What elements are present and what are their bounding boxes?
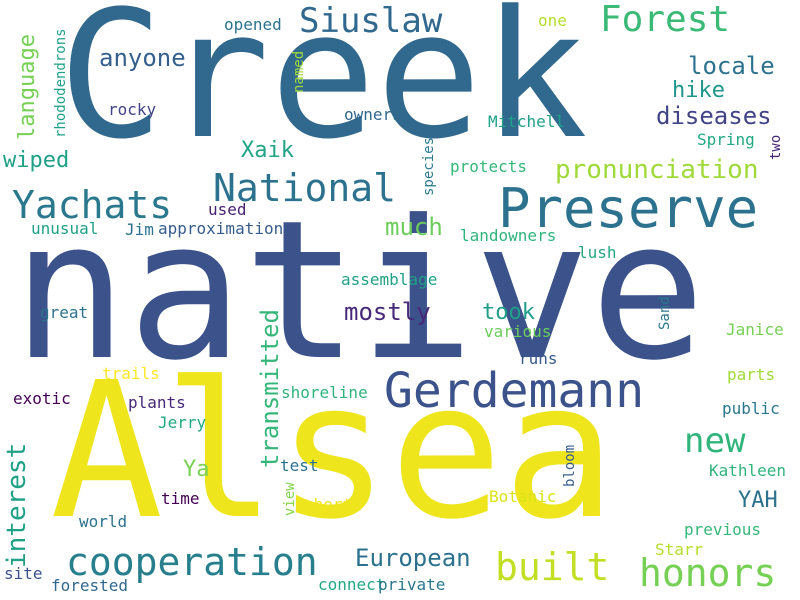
word-took: took bbox=[482, 300, 535, 325]
word-trails: trails bbox=[102, 364, 160, 383]
word-species: species bbox=[421, 136, 437, 196]
word-used: used bbox=[208, 200, 247, 219]
word-protects: protects bbox=[450, 157, 528, 176]
word-yah: YAH bbox=[738, 488, 778, 513]
word-parts: parts bbox=[727, 365, 776, 384]
word-built: built bbox=[495, 545, 610, 589]
word-two: two bbox=[768, 134, 784, 160]
word-honors: honors bbox=[639, 551, 777, 595]
word-jerry: Jerry bbox=[158, 413, 207, 432]
word-cooperation: cooperation bbox=[66, 540, 318, 584]
word-one: one bbox=[538, 11, 567, 30]
word-rhododendrons: rhododendrons bbox=[53, 28, 69, 138]
word-language: language bbox=[15, 34, 40, 140]
word-assemblage: assemblage bbox=[341, 270, 438, 289]
word-botanic: Botanic bbox=[489, 487, 557, 506]
word-world: world bbox=[79, 512, 128, 531]
word-preserve: Preserve bbox=[498, 177, 759, 240]
word-yachats: Yachats bbox=[12, 183, 173, 227]
word-rocky: rocky bbox=[108, 100, 157, 119]
word-shoreline: shoreline bbox=[281, 383, 368, 402]
word-native: native bbox=[12, 180, 706, 403]
word-mitchell: Mitchell bbox=[488, 112, 566, 131]
word-kathleen: Kathleen bbox=[709, 461, 787, 480]
word-anyone: anyone bbox=[99, 44, 186, 72]
word-new: new bbox=[684, 421, 746, 461]
word-creek: Creek bbox=[58, 0, 588, 178]
word-great: great bbox=[40, 303, 89, 322]
word-previous: previous bbox=[684, 520, 762, 539]
word-site: site bbox=[4, 564, 43, 583]
word-opened: opened bbox=[224, 15, 282, 34]
word-wiped: wiped bbox=[3, 148, 70, 173]
word-connect: connect bbox=[318, 575, 386, 594]
word-various: various bbox=[484, 322, 552, 341]
word-ya: Ya bbox=[183, 457, 210, 482]
word-plants: plants bbox=[128, 393, 186, 412]
word-diseases: diseases bbox=[656, 102, 772, 130]
word-interest: interest bbox=[2, 442, 32, 568]
word-janice: Janice bbox=[726, 320, 784, 339]
word-view: view bbox=[282, 482, 298, 516]
word-private: private bbox=[378, 575, 446, 594]
word-alsea: Alsea bbox=[50, 342, 616, 561]
word-spring: Spring bbox=[697, 130, 755, 149]
word-lush: lush bbox=[578, 243, 617, 262]
word-jim: Jim bbox=[125, 220, 154, 239]
word-starr: Starr bbox=[655, 540, 704, 559]
word-siuslaw: Siuslaw bbox=[299, 1, 443, 41]
word-hike: hike bbox=[672, 78, 725, 103]
word-forest: Forest bbox=[600, 0, 731, 40]
word-time: time bbox=[161, 489, 200, 508]
word-test: test bbox=[280, 456, 319, 475]
word-much: much bbox=[385, 213, 443, 241]
word-landowners: landowners bbox=[460, 226, 557, 245]
word-approximation: approximation bbox=[158, 219, 284, 238]
word-unusual: unusual bbox=[31, 219, 99, 238]
word-european: European bbox=[355, 544, 471, 572]
word-locale: locale bbox=[688, 52, 775, 80]
word-public: public bbox=[722, 399, 780, 418]
word-owners: owners bbox=[344, 105, 402, 124]
word-national: National bbox=[213, 166, 397, 210]
word-short: short bbox=[304, 495, 353, 514]
word-mostly: mostly bbox=[344, 298, 431, 326]
word-xaik: Xaik bbox=[241, 138, 294, 163]
word-runs: runs bbox=[519, 349, 558, 368]
word-gerdemann: Gerdemann bbox=[384, 363, 645, 419]
word-pronunciation: pronunciation bbox=[555, 155, 759, 185]
word-bloom: bloom bbox=[562, 444, 578, 487]
word-exotic: exotic bbox=[13, 389, 71, 408]
word-sand: Sand bbox=[657, 296, 673, 330]
word-named: named bbox=[291, 50, 307, 93]
word-forested: forested bbox=[51, 576, 129, 595]
word-transmitted: transmitted bbox=[256, 309, 284, 468]
